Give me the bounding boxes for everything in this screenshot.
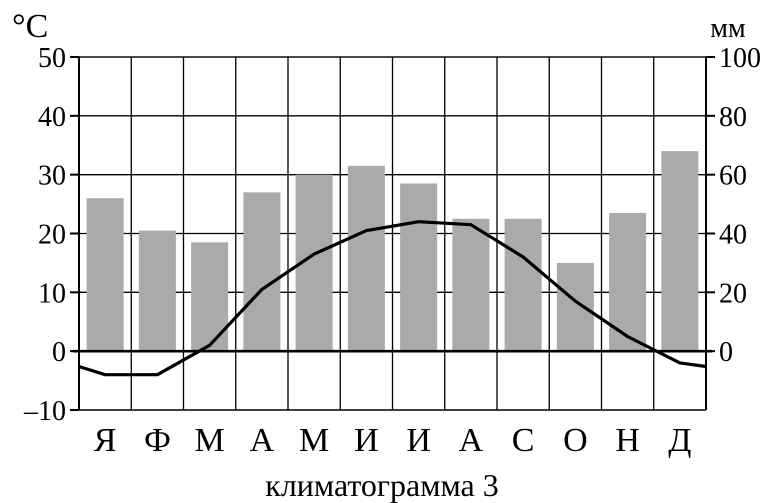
precipitation-bar <box>191 242 229 352</box>
month-label: Н <box>615 422 640 459</box>
chart-axes <box>70 56 715 411</box>
right-axis-tick-label: 60 <box>719 161 747 192</box>
chart-caption: климатограмма 3 <box>265 467 498 503</box>
left-axis-tick-label: 50 <box>38 43 66 74</box>
precipitation-bar <box>556 262 594 352</box>
left-axis-unit: °C <box>12 8 48 45</box>
month-label: М <box>299 422 329 459</box>
right-axis-tick-label: 80 <box>719 102 747 133</box>
right-axis-tick-label: 40 <box>719 220 747 251</box>
precipitation-bar <box>138 230 176 352</box>
precipitation-bar <box>504 218 542 352</box>
month-label: Я <box>94 422 117 459</box>
left-axis-tick-label: 0 <box>52 337 66 368</box>
precipitation-bar <box>661 151 699 352</box>
month-label: О <box>563 422 588 459</box>
left-axis-tick-label: –10 <box>23 396 66 427</box>
left-axis-tick-label: 20 <box>38 220 66 251</box>
left-axis-tick-label: 40 <box>38 102 66 133</box>
month-label: Ф <box>144 422 171 459</box>
temperature-series-line <box>78 220 707 377</box>
precipitation-bar <box>347 165 385 352</box>
month-label: М <box>195 422 225 459</box>
precipitation-bar <box>243 192 281 352</box>
precipitation-bar <box>86 198 124 352</box>
month-label: И <box>406 422 431 459</box>
right-axis-tick-label: 100 <box>719 43 761 74</box>
chart-grid <box>79 56 706 410</box>
right-axis-tick-label: 0 <box>719 337 733 368</box>
month-label: А <box>459 422 484 459</box>
right-axis-tick-label: 20 <box>719 278 747 309</box>
precipitation-bar <box>452 218 490 352</box>
month-label: И <box>354 422 379 459</box>
month-label: Д <box>668 422 691 459</box>
month-label: С <box>512 422 535 459</box>
right-axis-unit: мм <box>710 13 746 44</box>
left-axis-tick-label: 10 <box>38 278 66 309</box>
temperature-line <box>78 220 707 377</box>
left-axis-tick-label: 30 <box>38 161 66 192</box>
precipitation-bar <box>400 183 438 352</box>
month-label: А <box>250 422 275 459</box>
precipitation-bar <box>609 212 647 352</box>
